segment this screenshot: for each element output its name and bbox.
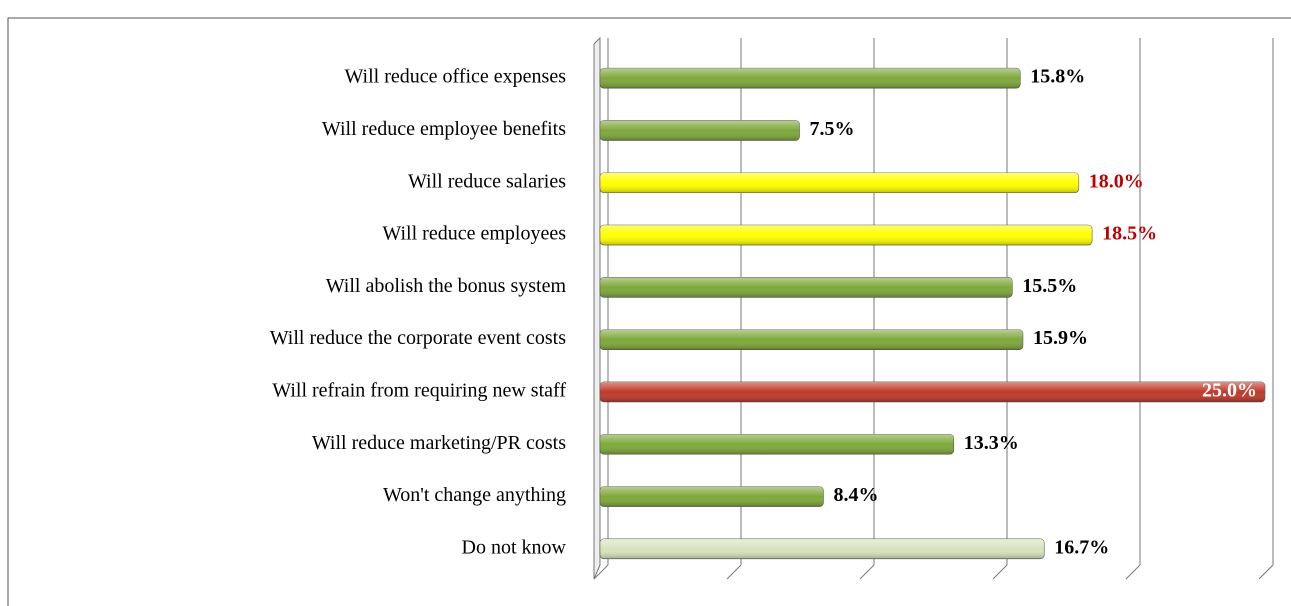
category-label: Will reduce salaries [408,170,566,192]
bar-shade [600,434,954,455]
grid-foot [593,564,609,580]
bar-shade [600,120,800,141]
value-label: 15.8% [1030,66,1085,88]
bar-shade [600,68,1021,89]
category-label: Will abolish the bonus system [326,275,567,297]
bar-shade [600,277,1013,298]
category-label: Will reduce the corporate event costs [270,327,567,349]
value-label: 8.4% [833,484,878,506]
category-label: Do not know [462,536,567,558]
value-label: 13.3% [964,432,1019,454]
grid-foot [992,564,1008,580]
category-label: Will refrain from requiring new staff [272,380,566,402]
grid-foot [726,564,742,580]
category-label: Will reduce marketing/PR costs [312,432,566,454]
value-label: 18.5% [1102,223,1157,245]
grid-foot [1258,564,1274,580]
category-label: Will reduce employees [382,223,566,245]
category-label: Won't change anything [383,484,566,506]
value-label: 7.5% [810,118,855,140]
value-label: 16.7% [1054,536,1109,558]
grid-foot [1125,564,1141,580]
value-label: 15.9% [1033,327,1088,349]
bar-shade [600,381,1265,402]
bar-shade [600,225,1093,246]
bar-shade [600,538,1045,559]
value-label: 15.5% [1022,275,1077,297]
category-label: Will reduce employee benefits [322,118,566,140]
bar-shade [600,329,1023,350]
chart-frame [7,17,1291,606]
side-wall [593,36,601,580]
value-label: 18.0% [1089,170,1144,192]
bar-shade [600,486,824,507]
bar-shade [600,172,1079,193]
category-label: Will reduce office expenses [344,66,566,88]
value-label: 25.0% [1202,380,1257,402]
grid-foot [859,564,875,580]
